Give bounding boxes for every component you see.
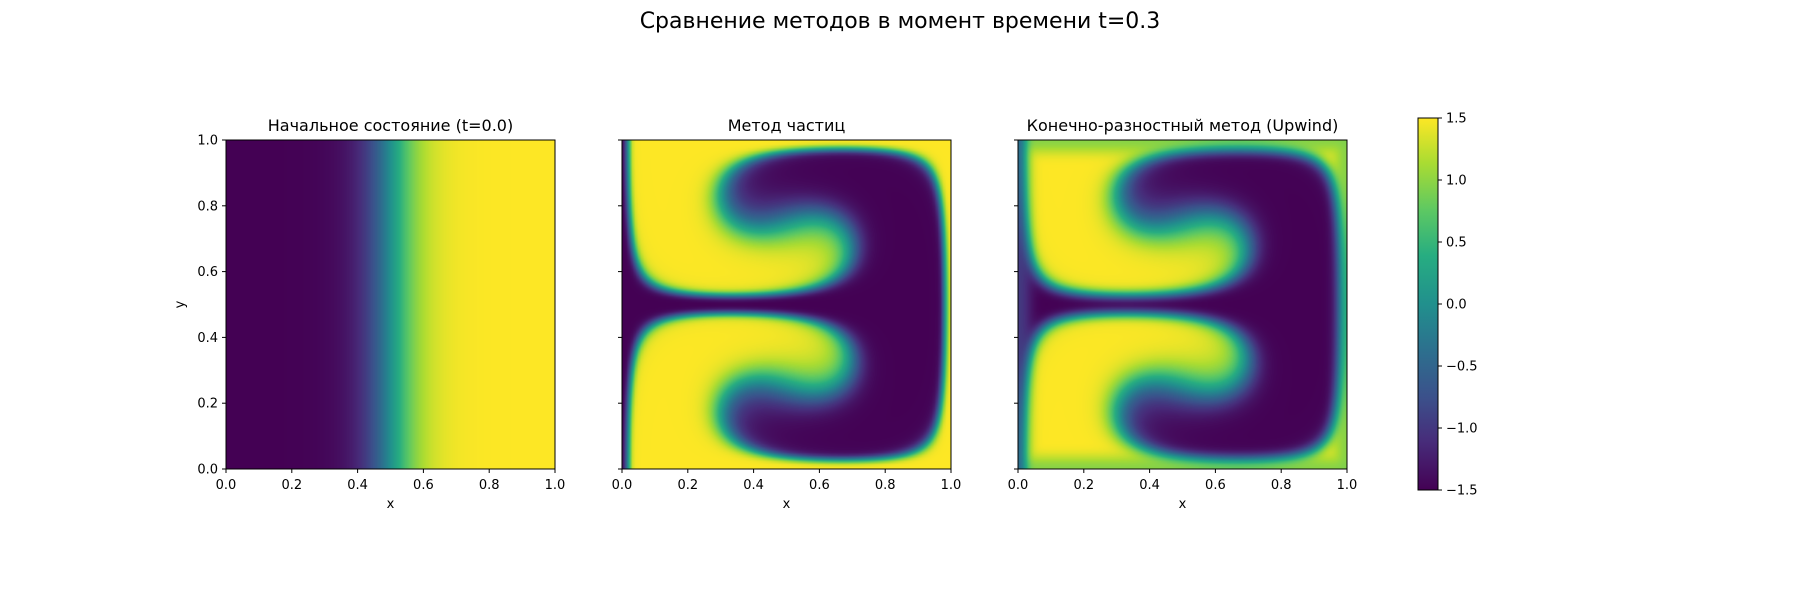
x-tick-label: 0.2 — [281, 478, 302, 493]
panel-initial: Начальное состояние (t=0.0) 0.0 0.2 0.4 0.6… — [173, 116, 565, 512]
panel-particles-x-ticks: 0.0 0.2 0.4 0.6 0.8 1.0 — [612, 469, 962, 493]
panel-initial-ylabel: y — [173, 300, 188, 308]
heatmap-initial — [226, 140, 555, 469]
colorbar-tick-label: 1.0 — [1446, 174, 1467, 189]
x-tick-label: 0.4 — [1139, 478, 1160, 493]
x-tick-label: 1.0 — [1337, 478, 1358, 493]
colorbar-ticks: 1.5 1.0 0.5 0.0 −0.5 −1.0 −1.5 — [1438, 112, 1478, 499]
x-tick-label: 0.0 — [1008, 478, 1029, 493]
x-tick-label: 0.0 — [216, 478, 237, 493]
panel-upwind: Конечно-разностный метод (Upwind) 0.0 0.2… — [1008, 116, 1358, 512]
panel-upwind-y-ticks — [1014, 139, 1018, 470]
panel-particles-xlabel: x — [783, 497, 791, 512]
x-tick-label: 0.2 — [677, 478, 698, 493]
colorbar-tick-label: 0.5 — [1446, 236, 1467, 251]
panel-upwind-frame — [1017, 139, 1348, 470]
colorbar-tick-label: −1.0 — [1446, 422, 1478, 437]
panel-initial-x-ticks: 0.0 0.2 0.4 0.6 0.8 1.0 — [216, 469, 566, 493]
colorbar-tick-label: −0.5 — [1446, 360, 1478, 375]
x-tick-label: 0.6 — [1205, 478, 1226, 493]
y-tick-label: 0.4 — [197, 331, 218, 346]
panel-initial-title: Начальное состояние (t=0.0) — [268, 116, 513, 135]
x-tick-label: 0.4 — [743, 478, 764, 493]
x-tick-label: 1.0 — [545, 478, 566, 493]
y-tick-label: 0.6 — [197, 265, 218, 280]
panel-particles-y-ticks — [618, 139, 622, 470]
heatmap-upwind — [1018, 140, 1347, 469]
x-tick-label: 0.2 — [1073, 478, 1094, 493]
panel-upwind-x-ticks: 0.0 0.2 0.4 0.6 0.8 1.0 — [1008, 469, 1358, 493]
panel-initial-frame — [225, 139, 556, 470]
figure-suptitle: Сравнение методов в момент времени t=0.3 — [640, 9, 1161, 34]
y-tick-label: 1.0 — [197, 134, 218, 149]
x-tick-label: 0.8 — [479, 478, 500, 493]
panel-upwind-xlabel: x — [1179, 497, 1187, 512]
colorbar-tick-label: 1.5 — [1446, 112, 1467, 127]
x-tick-label: 0.0 — [612, 478, 633, 493]
panel-initial-xlabel: x — [387, 497, 395, 512]
panel-particles-title: Метод частиц — [728, 116, 846, 135]
colorbar-gradient — [1417, 117, 1439, 491]
x-tick-label: 0.6 — [413, 478, 434, 493]
x-tick-label: 0.4 — [347, 478, 368, 493]
panel-upwind-title: Конечно-разностный метод (Upwind) — [1027, 116, 1339, 135]
x-tick-label: 0.8 — [1271, 478, 1292, 493]
colorbar-tick-label: −1.5 — [1446, 484, 1478, 499]
y-tick-label: 0.2 — [197, 397, 218, 412]
y-tick-label: 0.8 — [197, 199, 218, 214]
panel-initial-y-ticks: 0.0 0.2 0.4 0.6 0.8 1.0 — [197, 134, 226, 478]
x-tick-label: 0.8 — [875, 478, 896, 493]
x-tick-label: 1.0 — [941, 478, 962, 493]
panel-particles: Метод частиц 0.0 0.2 0.4 0.6 0.8 1.0 x — [612, 116, 962, 512]
y-tick-label: 0.0 — [197, 463, 218, 478]
colorbar: 1.5 1.0 0.5 0.0 −0.5 −1.0 −1.5 — [1417, 112, 1478, 499]
panel-particles-frame — [621, 139, 952, 470]
heatmap-particles — [622, 140, 951, 469]
colorbar-tick-label: 0.0 — [1446, 298, 1467, 313]
x-tick-label: 0.6 — [809, 478, 830, 493]
